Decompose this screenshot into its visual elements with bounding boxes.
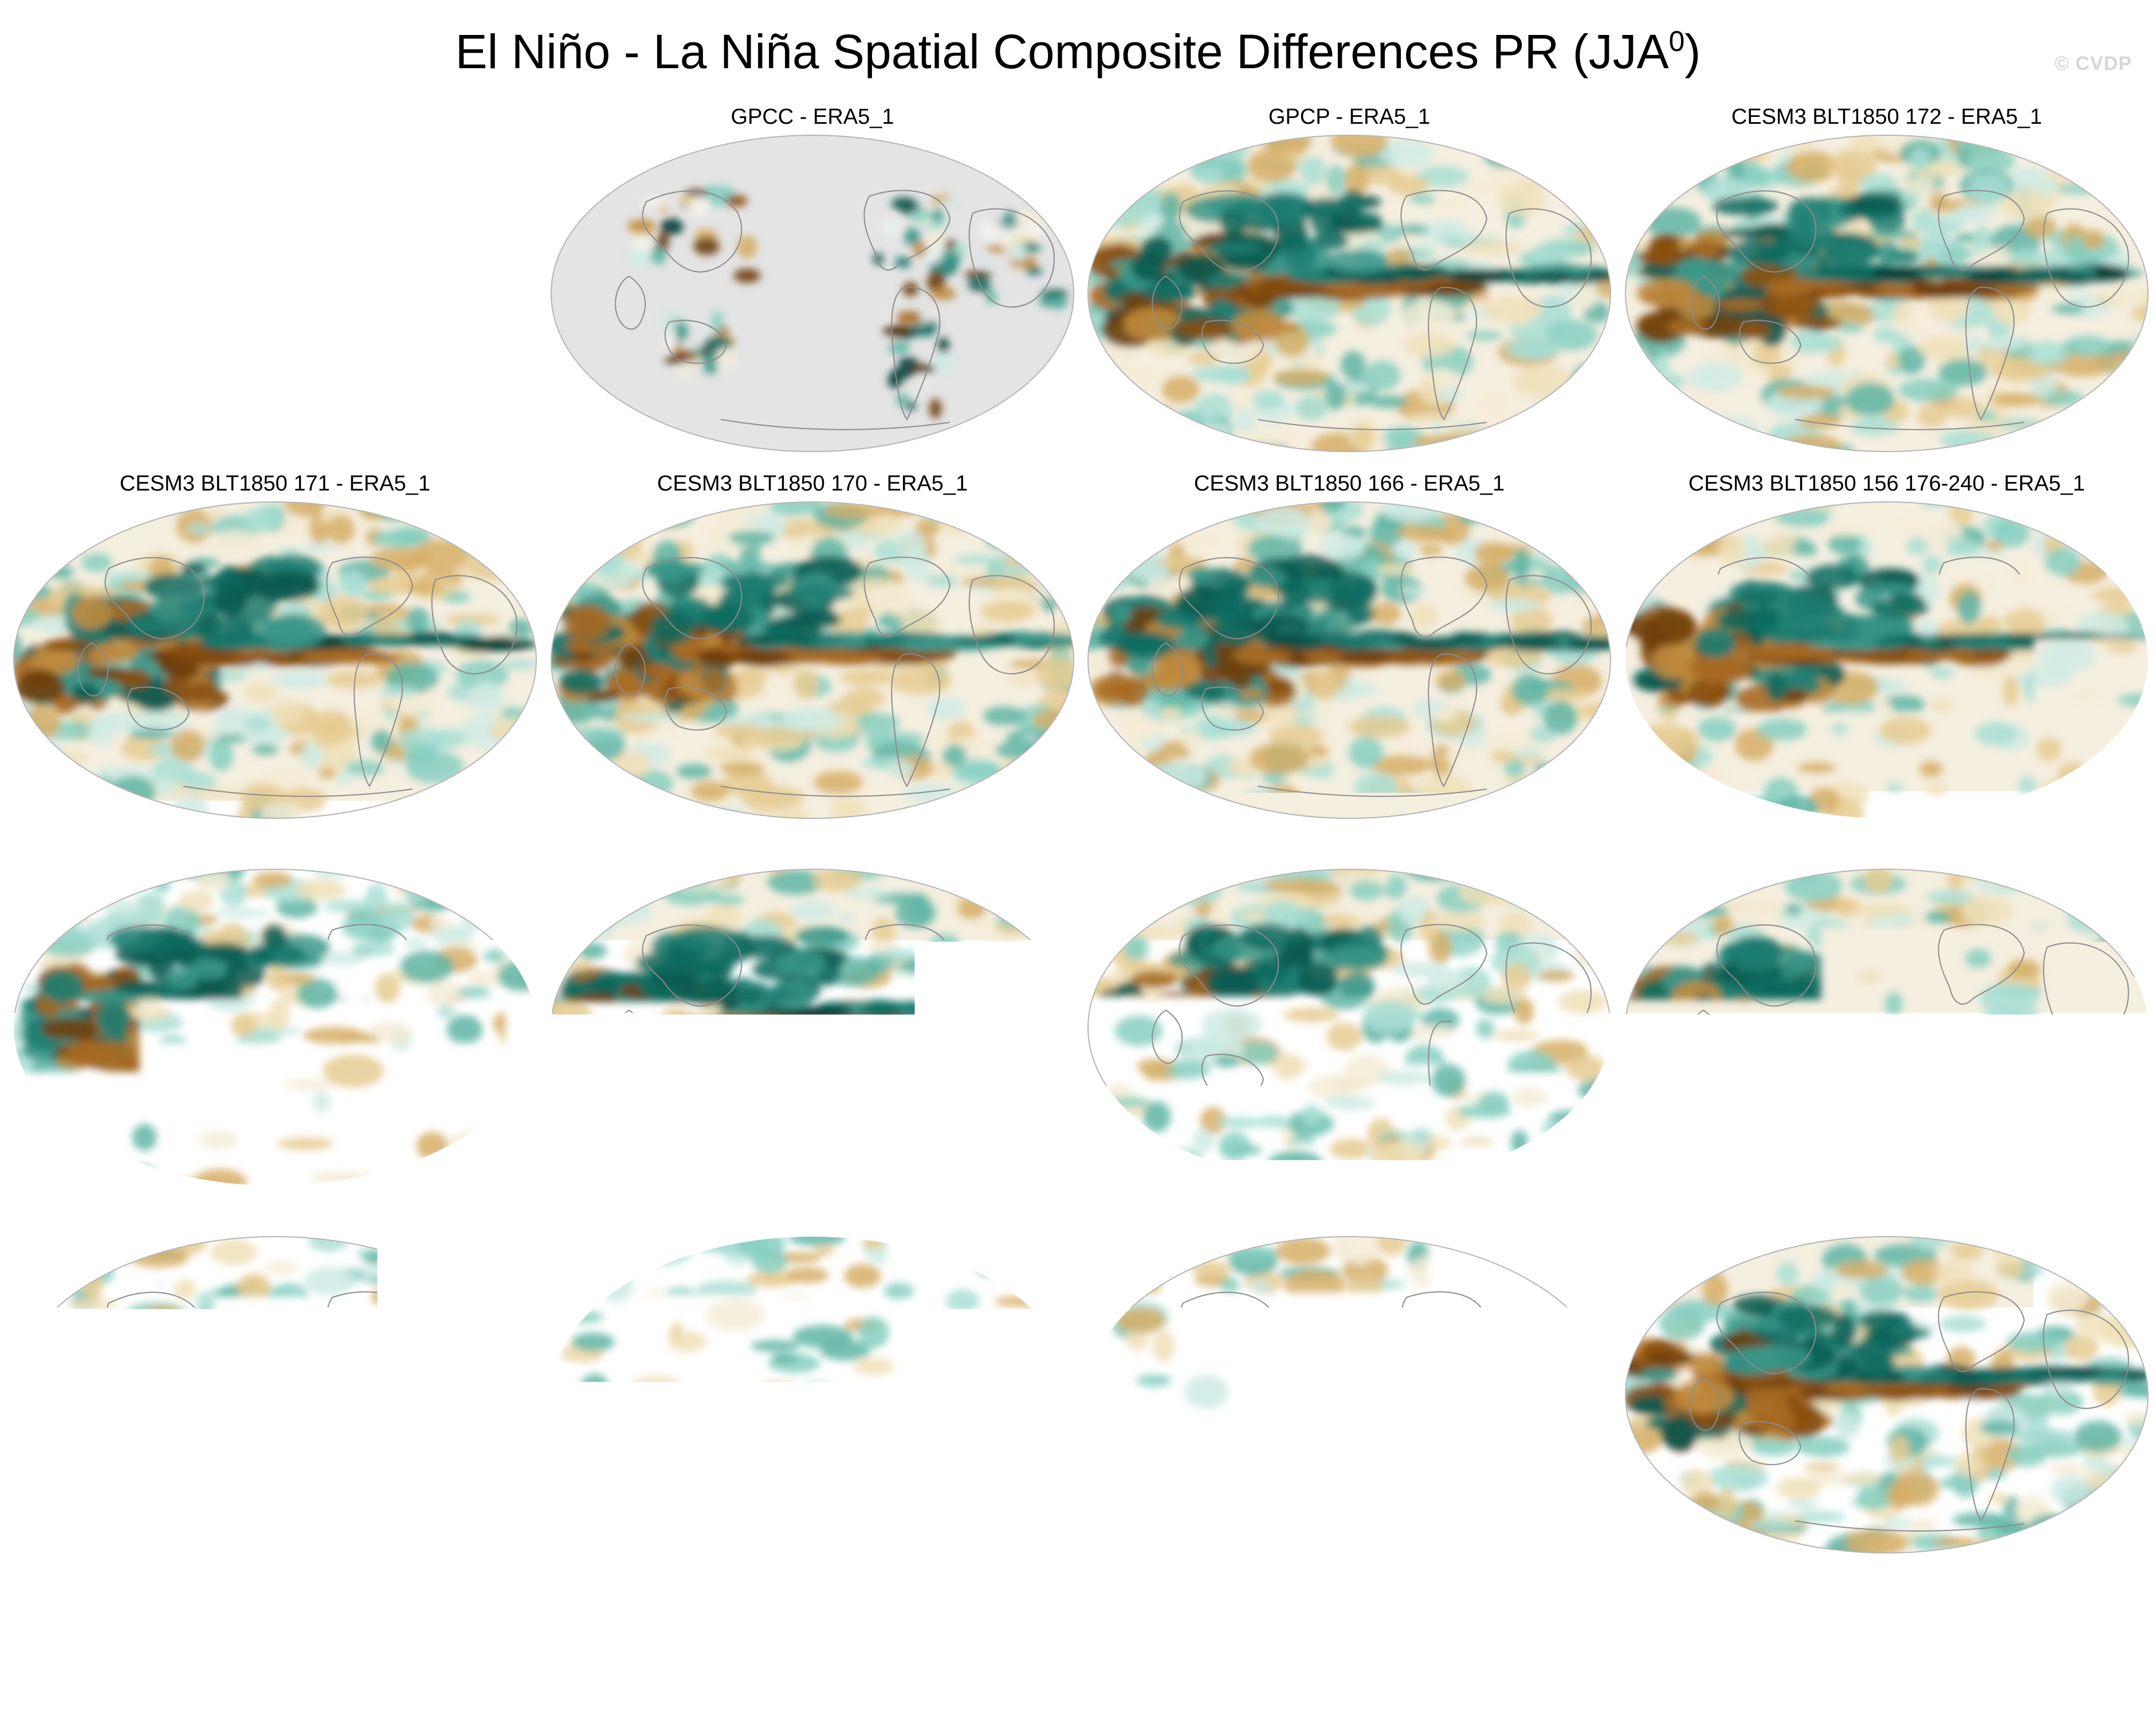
panel-title: CESM2 piControl D - ERA5_1	[17, 1206, 533, 1231]
colorbar-tick-label: .25	[1183, 1633, 1252, 1673]
colorbar-swatch	[1148, 1597, 1218, 1627]
panel-title: CESM3 BLT1850 172 - ERA5_1	[1629, 104, 2145, 130]
map-panel	[1086, 1234, 1613, 1555]
map-panel	[1623, 500, 2150, 821]
colorbar-tick-label: -3	[559, 1633, 628, 1673]
colorbar-swatch	[1356, 1597, 1425, 1627]
map-panel	[1086, 133, 1613, 454]
colorbar-tick-label: -.75	[767, 1633, 836, 1673]
credit-label: © CVDP	[2055, 53, 2132, 75]
map-panel	[549, 133, 1076, 454]
colorbar-swatch	[1286, 1597, 1356, 1627]
colorbar-tick-label: 2	[1460, 1633, 1529, 1673]
panel-title: CESM3 BLT1850 156 80-240 - ERA5_1	[1091, 838, 1607, 864]
panel-title: CESM3 BLT1850 170 - ERA5_1	[555, 471, 1070, 496]
map-panel	[11, 867, 539, 1188]
map-panel	[1086, 500, 1613, 821]
colorbar-swatch	[802, 1597, 871, 1627]
colorbar-tick-label: 0	[1044, 1633, 1113, 1673]
colorbar-swatch	[940, 1597, 1010, 1627]
map-panel	[549, 867, 1076, 1188]
map-panel	[549, 500, 1076, 821]
colorbar-tick-label: -5	[421, 1633, 489, 1673]
colorbar-swatch	[1564, 1597, 1633, 1627]
colorbar-tick-label: -2	[629, 1633, 697, 1673]
figure-title-text: El Niño - La Niña Spatial Composite Diff…	[455, 25, 1669, 79]
map-panel	[1623, 1234, 2150, 1555]
colorbar-tick-label: 4	[1599, 1633, 1668, 1673]
panel-title: CESM3 BLT1850 156 111-175 - ERA5_1	[17, 838, 533, 864]
colorbar-swatch	[733, 1597, 802, 1627]
panel-title: CESM2 piControl C - ERA5_1	[555, 1206, 1070, 1231]
colorbar-swatch	[456, 1597, 525, 1627]
panel-title: CESM3 BLT1850 156 176-240 - ERA5_1	[1629, 471, 2145, 496]
colorbar-tick-label: 5	[1668, 1633, 1737, 1673]
map-panel	[1623, 133, 2150, 454]
colorbar-tick-label: .75	[1322, 1633, 1391, 1673]
colorbar-swatch	[1010, 1597, 1079, 1627]
panel-title: CESM3 BLT1850 156 46-110 - ERA5_1	[555, 838, 1070, 864]
panel-title: GPCC - ERA5_1	[555, 104, 1070, 130]
map-panel	[11, 1234, 539, 1555]
colorbar-swatch	[1425, 1597, 1494, 1627]
map-panel	[1086, 867, 1613, 1188]
colorbar-swatch	[1494, 1597, 1564, 1627]
panel-title: CESM2 piControl E - ERA5_1	[1629, 838, 2145, 864]
colorbar-tick-label: -.25	[906, 1633, 975, 1673]
colorbar-swatch	[663, 1597, 733, 1627]
figure-title: El Niño - La Niña Spatial Composite Diff…	[0, 13, 2156, 80]
colorbar-units: mm/day	[0, 1672, 2156, 1712]
colorbar-swatch	[387, 1597, 456, 1627]
map-panel	[549, 1234, 1076, 1555]
colorbar-tick-label: -4	[490, 1633, 559, 1673]
colorbar-tick-label: 1	[1391, 1633, 1460, 1673]
colorbar	[386, 1596, 1772, 1628]
colorbar-swatch	[1632, 1597, 1702, 1627]
panel-title: CESM2 piControl A - ERA5_1	[1629, 1206, 2145, 1231]
colorbar-tick-label: -.5	[837, 1633, 905, 1673]
colorbar-swatch	[871, 1597, 941, 1627]
panel-title: CESM2 piControl B - ERA5_1	[1091, 1206, 1607, 1231]
colorbar-swatch	[1079, 1597, 1148, 1627]
figure-title-close: )	[1684, 25, 1701, 79]
colorbar-swatch	[594, 1597, 663, 1627]
map-panel	[11, 500, 539, 821]
colorbar-tick-label: -1	[698, 1633, 767, 1673]
panel-title: CESM3 BLT1850 171 - ERA5_1	[17, 471, 533, 496]
figure-title-superscript: 0	[1669, 25, 1685, 57]
colorbar-tick-label: -.1	[975, 1633, 1044, 1673]
panel-title: CESM3 BLT1850 166 - ERA5_1	[1091, 471, 1607, 496]
colorbar-tick-label: .1	[1114, 1633, 1183, 1673]
colorbar-swatch	[525, 1597, 595, 1627]
colorbar-tick-label: .5	[1252, 1633, 1321, 1673]
colorbar-swatch	[1218, 1597, 1287, 1627]
map-panel	[1623, 867, 2150, 1188]
colorbar-swatch	[1702, 1597, 1771, 1627]
colorbar-tick-label: 3	[1530, 1633, 1599, 1673]
panel-title: GPCP - ERA5_1	[1091, 104, 1607, 130]
